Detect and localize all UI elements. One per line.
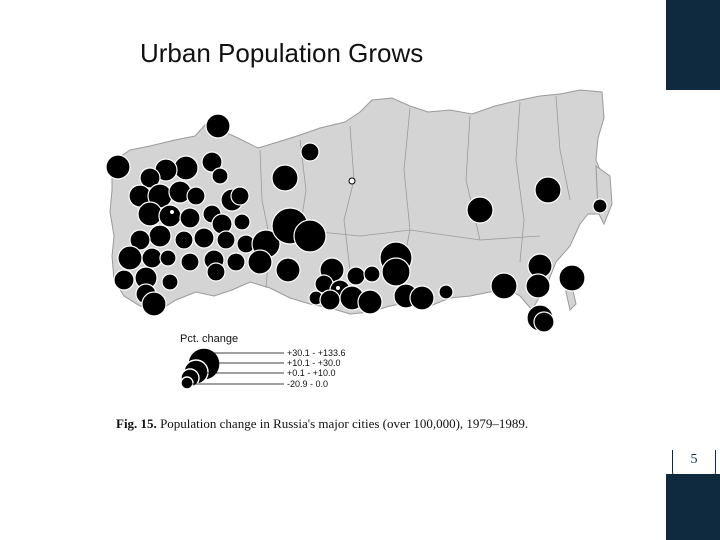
city-marker xyxy=(129,229,151,251)
city-marker xyxy=(409,285,435,311)
page-number: 5 xyxy=(690,452,698,467)
city-marker xyxy=(139,167,161,189)
city-marker xyxy=(300,142,320,162)
city-markers-east xyxy=(271,142,608,333)
city-marker xyxy=(161,273,179,291)
city-marker xyxy=(293,219,327,253)
city-marker-small xyxy=(336,286,340,290)
city-marker xyxy=(180,252,200,272)
legend-label-class-4: -20.9 - 0.0 xyxy=(287,379,329,389)
russia-city-map xyxy=(105,89,613,390)
caption-label: Fig. 15. xyxy=(116,416,157,431)
city-marker xyxy=(211,167,229,185)
city-marker xyxy=(357,289,383,315)
slide-title: Urban Population Grows xyxy=(140,38,424,68)
city-marker xyxy=(275,257,301,283)
city-marker xyxy=(179,207,201,229)
city-marker xyxy=(233,213,251,231)
city-marker xyxy=(226,252,246,272)
legend-circle-smallest xyxy=(180,376,194,390)
city-marker xyxy=(533,311,555,333)
city-marker xyxy=(137,201,163,227)
city-marker xyxy=(438,284,454,300)
city-marker xyxy=(117,245,143,271)
city-marker xyxy=(381,257,411,287)
legend-symbols xyxy=(180,347,221,390)
accent-bar-bottom xyxy=(666,474,720,540)
kamchatka-peninsula xyxy=(595,164,613,226)
legend-leader-lines xyxy=(190,352,284,385)
legend-label-class-3: +0.1 - +10.0 xyxy=(287,368,336,378)
city-marker xyxy=(525,273,551,299)
city-marker xyxy=(206,262,226,282)
accent-bar-top xyxy=(666,0,720,90)
city-marker xyxy=(186,186,206,206)
city-marker xyxy=(230,186,250,206)
city-marker xyxy=(174,230,194,250)
city-marker xyxy=(201,151,223,173)
legend-title: Pct. change xyxy=(180,333,239,345)
city-marker xyxy=(205,113,231,139)
figure-caption: Fig. 15. Population change in Russia's m… xyxy=(116,416,528,432)
city-marker xyxy=(346,266,366,286)
city-marker xyxy=(592,198,608,214)
city-marker xyxy=(319,289,341,311)
city-marker xyxy=(159,249,177,267)
city-marker xyxy=(558,264,586,292)
page-number-frame xyxy=(672,450,716,478)
legend-label-class-1: +30.1 - +133.6 xyxy=(287,348,346,358)
city-markers xyxy=(105,113,281,317)
city-marker xyxy=(193,227,215,249)
city-marker xyxy=(490,272,518,300)
city-marker xyxy=(216,230,236,250)
city-marker xyxy=(141,247,163,269)
city-marker xyxy=(534,176,562,204)
city-marker xyxy=(158,204,182,228)
city-marker xyxy=(271,164,299,192)
city-marker xyxy=(363,265,381,283)
city-marker xyxy=(173,155,199,181)
caption-text: Population change in Russia's major citi… xyxy=(160,416,529,431)
city-marker xyxy=(148,224,172,248)
city-marker xyxy=(105,154,131,180)
city-marker xyxy=(113,269,135,291)
city-marker-small xyxy=(348,177,356,185)
city-marker-small xyxy=(170,210,174,214)
city-marker xyxy=(141,291,167,317)
legend-label-class-2: +10.1 - +30.0 xyxy=(287,358,341,368)
city-marker xyxy=(247,249,273,275)
city-marker xyxy=(466,196,494,224)
